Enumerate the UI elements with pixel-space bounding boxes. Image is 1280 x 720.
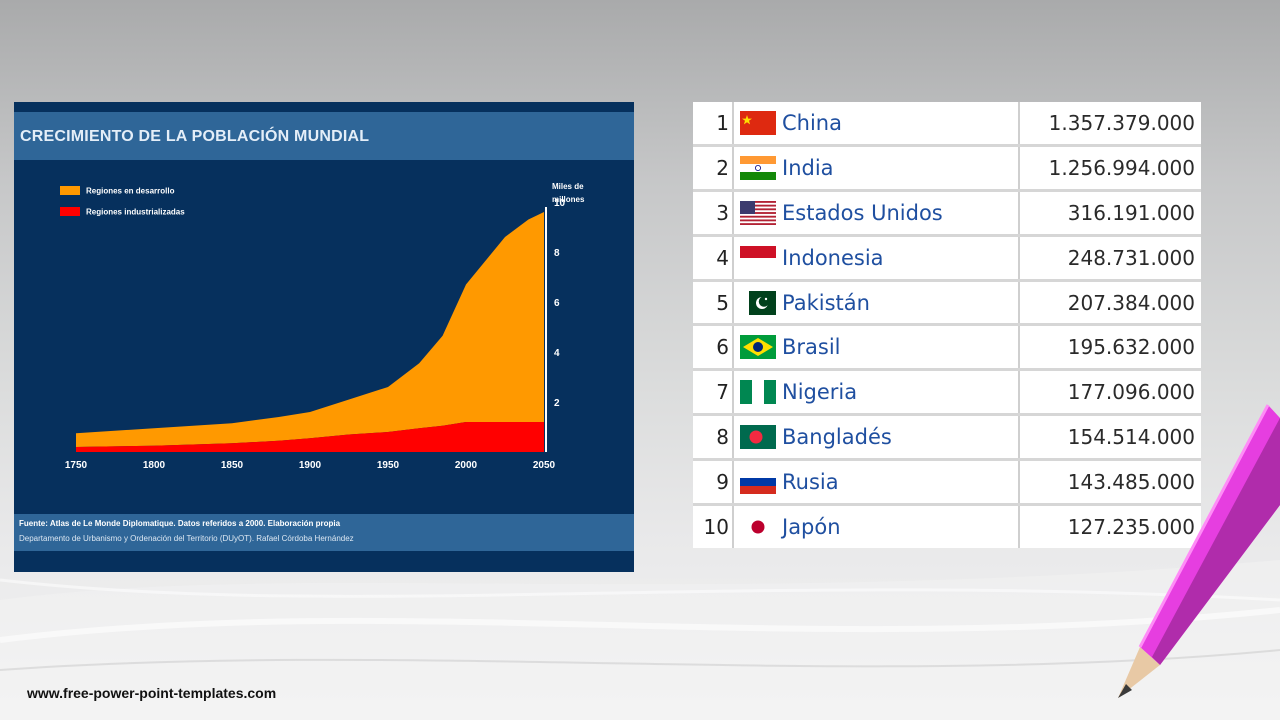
country-link[interactable]: Nigeria [782, 369, 1020, 417]
y-axis-label: Miles de [552, 182, 584, 191]
x-tick-label: 1800 [143, 460, 166, 471]
flag-cell [733, 190, 782, 237]
cn-flag-icon [740, 110, 776, 135]
rank-cell: 1 [693, 102, 734, 147]
chart-title: CRECIMIENTO DE LA POBLACIÓN MUNDIAL [20, 128, 370, 145]
country-link[interactable]: Japón [782, 504, 1020, 548]
country-link[interactable]: Indonesia [782, 235, 1020, 282]
flag-cell [733, 235, 782, 282]
in-flag-icon [740, 155, 776, 180]
table-row: 1 China 1.357.379.000 [693, 102, 1201, 147]
flag-cell [733, 369, 782, 417]
y-tick-label: 8 [554, 248, 560, 259]
table-row: 6 Brasil 195.632.000 [693, 324, 1201, 372]
y-axis-label: millones [552, 195, 585, 204]
population-cell: 127.235.000 [1067, 515, 1195, 539]
rank-cell: 3 [693, 190, 734, 237]
id-flag-icon [740, 245, 776, 270]
country-link[interactable]: China [782, 102, 1020, 147]
industrialized-regions-area [76, 422, 544, 452]
flag-cell [733, 145, 782, 192]
flag-cell [733, 280, 782, 327]
y-tick-label: 4 [554, 348, 560, 359]
rank-cell: 4 [693, 235, 734, 282]
footer-url[interactable]: www.free-power-point-templates.com [27, 685, 277, 701]
legend-swatch [60, 186, 80, 195]
rank-cell: 6 [693, 324, 734, 372]
rank-cell: 2 [693, 145, 734, 192]
rank-cell: 10 [693, 504, 734, 548]
flag-cell [733, 505, 782, 548]
credit-text: Departamento de Urbanismo y Ordenación d… [19, 534, 354, 543]
jp-flag-icon [740, 515, 776, 539]
population-cell: 195.632.000 [1019, 324, 1201, 372]
population-cell: 1.357.379.000 [1019, 102, 1201, 147]
ng-flag-icon [740, 380, 776, 405]
population-cell: 154.514.000 [1019, 414, 1201, 462]
flag-cell [733, 459, 782, 507]
rank-cell: 7 [693, 369, 734, 417]
table-row: 7 Nigeria 177.096.000 [693, 369, 1201, 417]
br-flag-icon [740, 335, 776, 360]
country-link[interactable]: India [782, 145, 1020, 192]
bd-flag-icon [740, 425, 776, 450]
population-cell: 248.731.000 [1019, 235, 1201, 282]
pk-flag-icon [740, 290, 776, 315]
chart-plot: 1750 1800 1850 1900 1950 2000 2050 2 4 6 8 10 Miles … [60, 182, 585, 471]
population-cell: 177.096.000 [1019, 369, 1201, 417]
table-row: 4 Indonesia 248.731.000 [693, 235, 1201, 282]
rank-cell: 8 [693, 414, 734, 462]
country-link[interactable]: Bangladés [782, 414, 1020, 462]
ru-flag-icon [740, 470, 776, 495]
population-cell: 143.485.000 [1019, 459, 1201, 507]
y-tick-label: 2 [554, 398, 560, 409]
country-link[interactable]: Rusia [782, 459, 1020, 507]
table-row: 8 Bangladés 154.514.000 [693, 414, 1201, 462]
population-cell: 316.191.000 [1019, 190, 1201, 237]
population-cell: 207.384.000 [1019, 280, 1201, 327]
flag-cell [733, 324, 782, 372]
chart-title-bar: CRECIMIENTO DE LA POBLACIÓN MUNDIAL [14, 112, 634, 160]
population-chart-panel: CRECIMIENTO DE LA POBLACIÓN MUNDIAL 1750… [14, 102, 634, 572]
source-text: Fuente: Atlas de Le Monde Diplomatique. … [19, 519, 341, 528]
legend-label: Regiones industrializadas [86, 208, 185, 217]
flag-cell [733, 102, 782, 147]
us-flag-icon [740, 200, 776, 225]
table-row: 5 Pakistán 207.384.000 [693, 280, 1201, 327]
population-ranking-table: 1 China 1.357.379.000 2 India 1.256.994.000 3 E… [693, 102, 1201, 548]
country-link[interactable]: Brasil [782, 324, 1020, 372]
rank-cell: 9 [693, 459, 734, 507]
table-row: 2 India 1.256.994.000 [693, 145, 1201, 192]
y-tick-label: 10 [554, 198, 566, 209]
flag-cell [733, 414, 782, 462]
x-tick-label: 1900 [299, 460, 322, 471]
country-link[interactable]: Pakistán [782, 280, 1020, 327]
country-link[interactable]: Estados Unidos [782, 190, 1020, 237]
x-tick-label: 1850 [221, 460, 244, 471]
x-tick-label: 2050 [533, 460, 556, 471]
table-row: 10 Japón 127.235.000 [693, 504, 1201, 548]
rank-cell: 5 [693, 280, 734, 327]
population-cell: 1.256.994.000 [1019, 145, 1201, 192]
legend-label: Regiones en desarrollo [86, 187, 175, 196]
table-row: 3 Estados Unidos 316.191.000 [693, 190, 1201, 237]
developing-regions-area [76, 212, 544, 447]
legend-swatch [60, 207, 80, 216]
x-tick-label: 1750 [65, 460, 88, 471]
table-row: 9 Rusia 143.485.000 [693, 459, 1201, 507]
x-tick-label: 2000 [455, 460, 478, 471]
x-tick-label: 1950 [377, 460, 400, 471]
y-tick-label: 6 [554, 298, 560, 309]
source-bar: Fuente: Atlas de Le Monde Diplomatique. … [14, 514, 634, 551]
